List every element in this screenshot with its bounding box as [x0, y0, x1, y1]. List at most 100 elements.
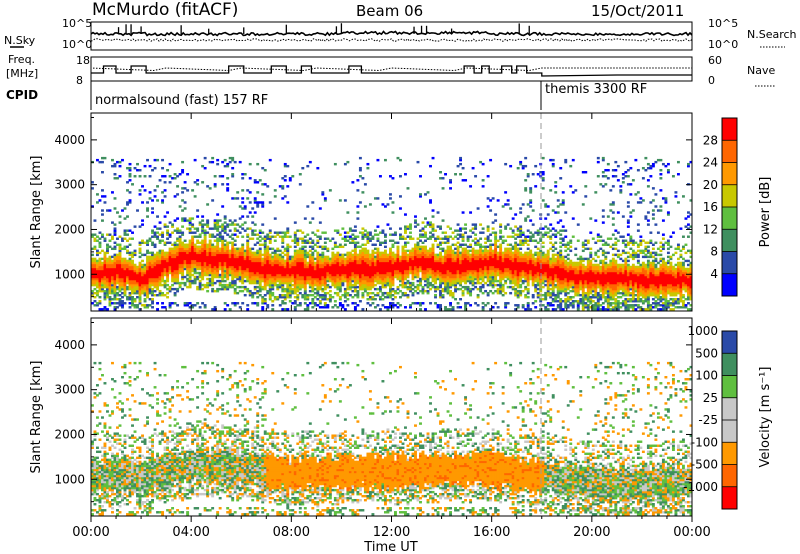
heatmap-cell [113, 245, 117, 249]
heatmap-cell [153, 166, 157, 170]
heatmap-cell [191, 249, 195, 253]
heatmap-cell [178, 281, 182, 285]
heatmap-cell [188, 223, 192, 226]
heatmap-cell [223, 302, 227, 305]
heatmap-cell [363, 247, 367, 251]
heatmap-cell [98, 241, 102, 244]
heatmap-cell [201, 247, 205, 251]
heatmap-cell [441, 247, 445, 251]
heatmap-cell [198, 261, 202, 265]
heatmap-cell [118, 269, 122, 273]
heatmap-cell [424, 193, 427, 196]
heatmap-cell [211, 249, 215, 253]
heatmap-cell [479, 237, 483, 240]
heatmap-cell [206, 285, 210, 289]
heatmap-cell [106, 245, 109, 249]
heatmap-cell [288, 177, 292, 180]
heatmap-cell [148, 283, 152, 287]
heatmap-cell [103, 277, 107, 281]
heatmap-cell [123, 291, 127, 295]
heatmap-cell [338, 199, 342, 202]
heatmap-cell [183, 181, 187, 184]
heatmap-cell [449, 245, 452, 249]
heatmap-cell [173, 302, 177, 305]
heatmap-cell [188, 259, 192, 263]
heatmap-cell [113, 257, 117, 261]
heatmap-cell [326, 247, 330, 251]
heatmap-cell [218, 231, 222, 234]
heatmap-cell [396, 306, 400, 309]
heatmap-cell [168, 249, 172, 253]
heatmap-cell [141, 259, 144, 263]
heatmap-cell [138, 243, 142, 246]
heatmap-cell [278, 253, 282, 257]
heatmap-cell [138, 283, 142, 287]
heatmap-cell [118, 265, 122, 269]
heatmap-cell [193, 227, 197, 230]
heatmap-cell [211, 275, 215, 279]
heatmap-cell [323, 255, 327, 259]
heatmap-cell [338, 233, 342, 236]
heatmap-cell [231, 197, 235, 200]
heatmap-cell [248, 162, 252, 166]
heatmap-cell [131, 295, 134, 299]
heatmap-cell [504, 279, 508, 283]
heatmap-cell [106, 273, 109, 277]
heatmap-cell [126, 181, 129, 184]
heatmap-cell [148, 287, 152, 291]
heatmap-cell [459, 251, 463, 255]
heatmap-cell [113, 281, 117, 285]
heatmap-cell [166, 211, 170, 214]
heatmap-cell [161, 273, 165, 277]
heatmap-cell [101, 209, 104, 212]
heatmap-cell [228, 223, 232, 226]
heatmap-cell [98, 265, 102, 269]
heatmap-cell [91, 267, 94, 271]
heatmap-cell [118, 279, 122, 283]
heatmap-cell [343, 235, 347, 238]
heatmap-cell [218, 275, 222, 279]
heatmap-cell [446, 235, 450, 238]
heatmap-cell [481, 179, 485, 182]
heatmap-cell [173, 249, 177, 253]
heatmap-cell [116, 269, 119, 273]
heatmap-cell [163, 273, 167, 277]
heatmap-cell [208, 257, 212, 261]
heatmap-cell [201, 269, 205, 273]
heatmap-cell [106, 267, 109, 271]
heatmap-cell [106, 259, 109, 263]
heatmap-cell [318, 207, 322, 210]
heatmap-cell [138, 193, 142, 196]
heatmap-cell [141, 279, 144, 283]
heatmap-cell [136, 306, 139, 309]
heatmap-cell [113, 283, 117, 287]
heatmap-cell [128, 295, 132, 299]
heatmap-cell [381, 298, 385, 301]
heatmap-cell [191, 235, 195, 238]
heatmap-cell [286, 185, 290, 188]
heatmap-cell [121, 275, 124, 279]
heatmap-cell [456, 306, 460, 309]
heatmap-cell [193, 231, 197, 234]
heatmap-cell [166, 277, 170, 281]
heatmap-cell [308, 289, 312, 293]
heatmap-cell [198, 247, 202, 251]
heatmap-cell [103, 279, 107, 283]
heatmap-cell [173, 263, 177, 267]
heatmap-cell [158, 277, 162, 281]
heatmap-cell [106, 287, 109, 291]
heatmap-cell [521, 279, 525, 283]
heatmap-cell [206, 267, 210, 271]
heatmap-cell [203, 249, 207, 253]
heatmap-cell [136, 269, 139, 273]
heatmap-cell [351, 229, 355, 232]
heatmap-cell [106, 247, 109, 251]
heatmap-cell [208, 263, 212, 267]
heatmap-cell [414, 302, 417, 305]
heatmap-cell [178, 253, 182, 257]
heatmap-cell [416, 223, 420, 226]
heatmap-cell [213, 227, 217, 230]
heatmap-cell [216, 241, 220, 244]
heatmap-cell [206, 257, 210, 261]
heatmap-cell [183, 275, 187, 279]
